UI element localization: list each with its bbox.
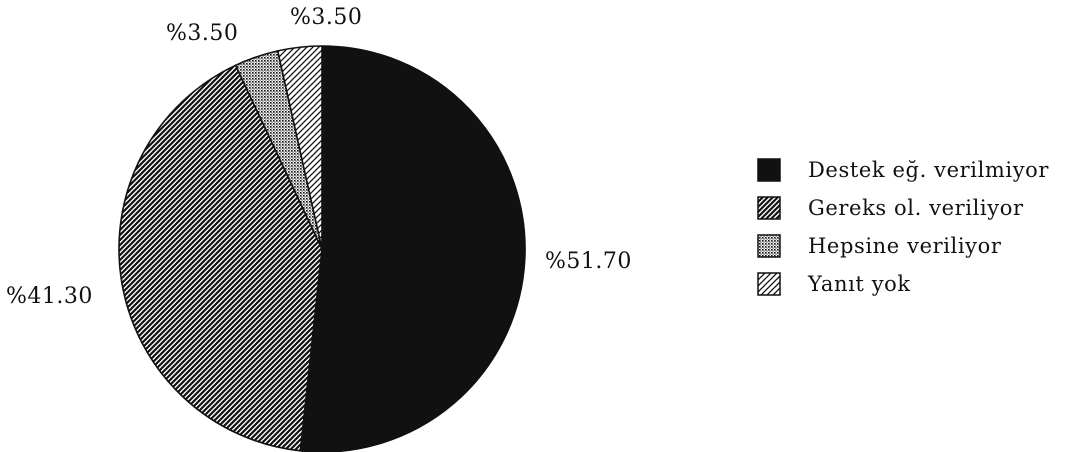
slice-value-label-destek-eg-verilmiyor: %51.70 (545, 249, 632, 274)
legend-item-destek-eg-verilmiyor: Destek eğ. verilmiyor (757, 158, 1049, 182)
legend-item-gereks-ol-veriliyor: Gereks ol. veriliyor (757, 196, 1024, 220)
slice-value-label-yanit-yok: %3.50 (290, 5, 362, 30)
legend-swatch-yanit-yok (757, 272, 781, 296)
legend-item-yanit-yok: Yanıt yok (757, 272, 911, 296)
legend-swatch-destek-eg-verilmiyor (757, 158, 781, 182)
legend-label-gereks-ol-veriliyor: Gereks ol. veriliyor (808, 196, 1024, 220)
legend-label-destek-eg-verilmiyor: Destek eğ. verilmiyor (808, 158, 1049, 182)
pie-slice-gereks-ol-veriliyor (118, 64, 323, 452)
pie-value-labels: %51.70 %41.30 %3.50 %3.50 (6, 5, 632, 309)
legend-swatch-hepsine-veriliyor (757, 234, 781, 258)
pie-slice-yanit-yok (276, 45, 323, 250)
slice-value-label-hepsine-veriliyor: %3.50 (166, 21, 238, 46)
legend-item-hepsine-veriliyor: Hepsine veriliyor (757, 234, 1002, 258)
legend: Destek eğ. verilmiyor Gereks ol. veriliyo… (757, 158, 1049, 296)
pie-slices (118, 45, 526, 452)
legend-swatch-gereks-ol-veriliyor (757, 196, 781, 220)
legend-label-yanit-yok: Yanıt yok (807, 272, 911, 296)
pie-slice-destek-eg-verilmiyor (299, 45, 526, 452)
legend-label-hepsine-veriliyor: Hepsine veriliyor (808, 234, 1002, 258)
slice-value-label-gereks-ol-veriliyor: %41.30 (6, 284, 93, 309)
